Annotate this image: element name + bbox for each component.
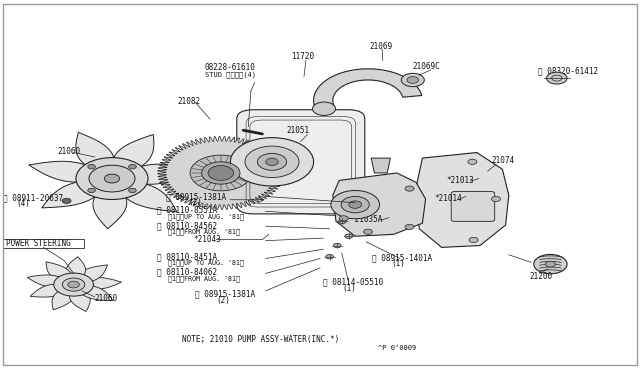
Circle shape bbox=[257, 153, 287, 170]
Text: ⓝ 08911-20637: ⓝ 08911-20637 bbox=[3, 193, 63, 202]
Polygon shape bbox=[416, 153, 509, 247]
Text: Ⓑ 08110-84062: Ⓑ 08110-84062 bbox=[157, 268, 217, 277]
Circle shape bbox=[62, 278, 85, 291]
Text: Ⓑ 08110-8451A: Ⓑ 08110-8451A bbox=[157, 252, 217, 261]
Polygon shape bbox=[30, 284, 74, 297]
Circle shape bbox=[364, 229, 372, 234]
Text: 21069: 21069 bbox=[370, 42, 393, 51]
Circle shape bbox=[129, 188, 136, 193]
Polygon shape bbox=[76, 132, 115, 179]
Circle shape bbox=[230, 138, 314, 186]
Circle shape bbox=[333, 243, 341, 248]
Text: 、1）（FROM AUG. '81）: 、1）（FROM AUG. '81） bbox=[168, 229, 240, 235]
Text: ^P 0ʼ0009: ^P 0ʼ0009 bbox=[378, 345, 416, 351]
Circle shape bbox=[326, 254, 333, 259]
Polygon shape bbox=[93, 179, 127, 229]
Text: 21200: 21200 bbox=[530, 272, 553, 280]
Circle shape bbox=[341, 196, 369, 213]
Circle shape bbox=[331, 190, 380, 219]
Circle shape bbox=[469, 237, 478, 243]
Circle shape bbox=[62, 198, 71, 203]
Circle shape bbox=[266, 158, 278, 166]
Text: (2): (2) bbox=[216, 296, 230, 305]
Circle shape bbox=[129, 164, 136, 169]
Text: Ⓑ 08110-84562: Ⓑ 08110-84562 bbox=[157, 221, 217, 230]
Text: 08228-61610: 08228-61610 bbox=[205, 63, 255, 72]
Circle shape bbox=[88, 188, 95, 193]
Circle shape bbox=[339, 216, 348, 221]
Text: ⓜ 08915-1381A: ⓜ 08915-1381A bbox=[195, 289, 255, 298]
Text: NOTE; 21010 PUMP ASSY-WATER(INC.*): NOTE; 21010 PUMP ASSY-WATER(INC.*) bbox=[182, 335, 340, 344]
Text: Ⓑ 08110-8551A: Ⓑ 08110-8551A bbox=[157, 206, 217, 215]
Text: 、1）（FROM AUG. '81）: 、1）（FROM AUG. '81） bbox=[168, 275, 240, 282]
Circle shape bbox=[401, 73, 424, 87]
Circle shape bbox=[190, 155, 252, 191]
Polygon shape bbox=[74, 285, 113, 301]
Circle shape bbox=[104, 174, 120, 183]
Circle shape bbox=[405, 186, 414, 191]
Text: (2): (2) bbox=[189, 198, 203, 207]
Text: ⓜ 08915-1381A: ⓜ 08915-1381A bbox=[166, 192, 227, 201]
Polygon shape bbox=[371, 158, 390, 173]
Text: Ⓑ 08114-05510: Ⓑ 08114-05510 bbox=[323, 278, 383, 286]
Circle shape bbox=[468, 159, 477, 164]
Text: *21035A: *21035A bbox=[351, 215, 383, 224]
Text: *21014: *21014 bbox=[434, 194, 461, 203]
Circle shape bbox=[345, 234, 353, 238]
Text: 、1）（UP TO AUG. '81）: 、1）（UP TO AUG. '81） bbox=[168, 213, 244, 220]
Text: *21043: *21043 bbox=[193, 235, 221, 244]
Circle shape bbox=[208, 166, 234, 180]
Polygon shape bbox=[70, 285, 90, 311]
Text: 11720: 11720 bbox=[291, 52, 314, 61]
Text: (1): (1) bbox=[392, 259, 406, 268]
Text: (2): (2) bbox=[550, 73, 564, 81]
Text: Ⓢ 08320-61412: Ⓢ 08320-61412 bbox=[538, 66, 598, 75]
Polygon shape bbox=[46, 262, 74, 285]
Circle shape bbox=[89, 165, 135, 192]
Polygon shape bbox=[74, 265, 108, 285]
Polygon shape bbox=[112, 164, 197, 184]
Polygon shape bbox=[111, 134, 154, 179]
Polygon shape bbox=[314, 69, 422, 110]
Circle shape bbox=[349, 201, 362, 208]
Polygon shape bbox=[28, 275, 74, 287]
Circle shape bbox=[312, 102, 335, 115]
Text: 21069C: 21069C bbox=[413, 62, 440, 71]
Text: 、1）（UP TO AUG. '81）: 、1）（UP TO AUG. '81） bbox=[168, 260, 244, 266]
Circle shape bbox=[405, 224, 414, 230]
FancyBboxPatch shape bbox=[237, 110, 365, 214]
Polygon shape bbox=[52, 285, 75, 310]
Polygon shape bbox=[74, 278, 122, 289]
Circle shape bbox=[245, 146, 299, 177]
Text: (1): (1) bbox=[342, 284, 356, 293]
Text: 21082: 21082 bbox=[178, 97, 201, 106]
Circle shape bbox=[545, 261, 556, 267]
Polygon shape bbox=[112, 179, 177, 212]
Polygon shape bbox=[66, 257, 86, 285]
Text: *21013: *21013 bbox=[447, 176, 474, 185]
Circle shape bbox=[88, 164, 95, 169]
Text: 21060: 21060 bbox=[58, 147, 81, 156]
Circle shape bbox=[407, 77, 419, 83]
Circle shape bbox=[534, 254, 567, 274]
Polygon shape bbox=[42, 179, 112, 208]
Polygon shape bbox=[157, 136, 284, 210]
Text: ⓜ 08915-1401A: ⓜ 08915-1401A bbox=[372, 253, 433, 262]
Circle shape bbox=[68, 281, 79, 288]
Polygon shape bbox=[333, 173, 426, 236]
Circle shape bbox=[54, 273, 93, 296]
Circle shape bbox=[76, 158, 148, 199]
FancyBboxPatch shape bbox=[451, 192, 495, 221]
Text: 21060: 21060 bbox=[95, 294, 118, 303]
Circle shape bbox=[492, 196, 500, 202]
Circle shape bbox=[202, 162, 240, 184]
Polygon shape bbox=[29, 161, 112, 182]
Text: 21051: 21051 bbox=[287, 126, 310, 135]
Text: 21074: 21074 bbox=[492, 156, 515, 165]
Text: (4): (4) bbox=[16, 199, 30, 208]
Circle shape bbox=[547, 72, 567, 84]
Text: STUD スタッド(4): STUD スタッド(4) bbox=[205, 72, 256, 78]
Circle shape bbox=[339, 219, 346, 224]
Text: POWER STEERING: POWER STEERING bbox=[6, 239, 71, 248]
